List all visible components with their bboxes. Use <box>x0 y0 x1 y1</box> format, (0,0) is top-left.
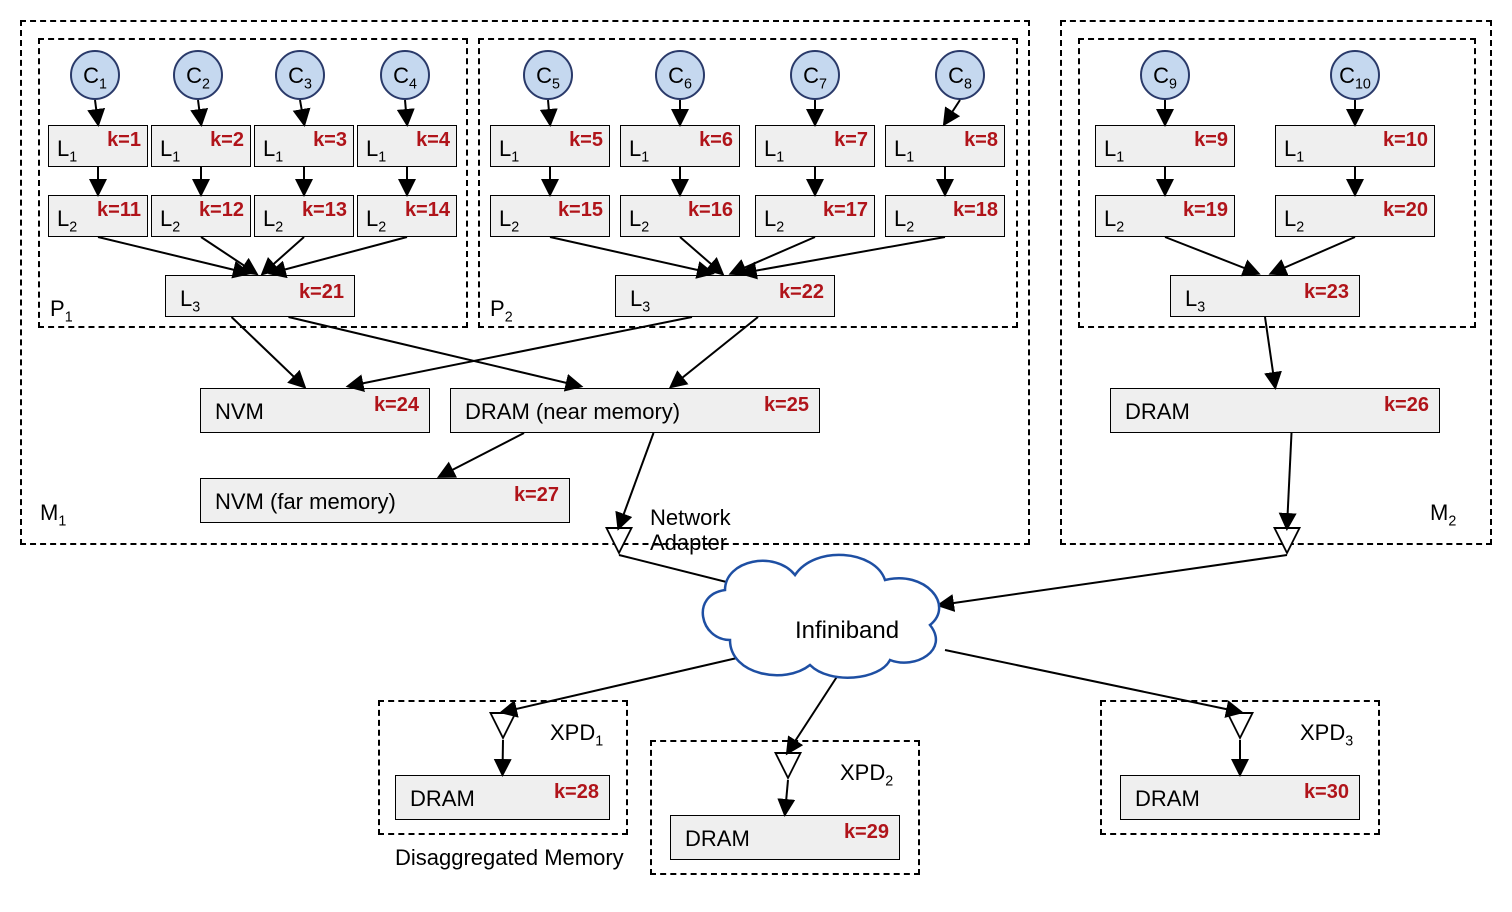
l1-cache-k10: L1k=10 <box>1275 125 1435 167</box>
core-C5: C5 <box>523 50 573 100</box>
group-label-M1: M1 <box>40 500 66 529</box>
label-disaggregated-memory: Disaggregated Memory <box>395 845 624 871</box>
group-label-XPD2: XPD2 <box>840 760 893 789</box>
l3-cache-k23: L3k=23 <box>1170 275 1360 317</box>
mem-DRAMx1: DRAMk=28 <box>395 775 610 820</box>
adapter-t-m2 <box>1273 527 1301 555</box>
l2-cache-k11: L2k=11 <box>48 195 148 237</box>
l2-cache-k17: L2k=17 <box>755 195 875 237</box>
mem-DRAM2: DRAMk=26 <box>1110 388 1440 433</box>
l1-cache-k5: L1k=5 <box>490 125 610 167</box>
l1-cache-k1: L1k=1 <box>48 125 148 167</box>
adapter-t-x3 <box>1226 712 1254 740</box>
l1-cache-k2: L1k=2 <box>151 125 251 167</box>
mem-NVM: NVMk=24 <box>200 388 430 433</box>
l3-cache-k21: L3k=21 <box>165 275 355 317</box>
core-C7: C7 <box>790 50 840 100</box>
core-C10: C10 <box>1330 50 1380 100</box>
mem-DRAMx3: DRAMk=30 <box>1120 775 1360 820</box>
l2-cache-k14: L2k=14 <box>357 195 457 237</box>
l3-cache-k22: L3k=22 <box>615 275 835 317</box>
l1-cache-k8: L1k=8 <box>885 125 1005 167</box>
l2-cache-k20: L2k=20 <box>1275 195 1435 237</box>
mem-NVMfar: NVM (far memory)k=27 <box>200 478 570 523</box>
mem-DRAMnear: DRAM (near memory)k=25 <box>450 388 820 433</box>
core-C6: C6 <box>655 50 705 100</box>
l1-cache-k3: L1k=3 <box>254 125 354 167</box>
adapter-t-m1 <box>605 527 633 555</box>
l1-cache-k6: L1k=6 <box>620 125 740 167</box>
core-C9: C9 <box>1140 50 1190 100</box>
l2-cache-k18: L2k=18 <box>885 195 1005 237</box>
group-label-XPD3: XPD3 <box>1300 720 1353 749</box>
l1-cache-k4: L1k=4 <box>357 125 457 167</box>
l2-cache-k13: L2k=13 <box>254 195 354 237</box>
adapter-t-x2 <box>774 752 802 780</box>
l2-cache-k16: L2k=16 <box>620 195 740 237</box>
l2-cache-k15: L2k=15 <box>490 195 610 237</box>
l2-cache-k12: L2k=12 <box>151 195 251 237</box>
l2-cache-k19: L2k=19 <box>1095 195 1235 237</box>
core-C1: C1 <box>70 50 120 100</box>
group-label-M2: M2 <box>1430 500 1456 529</box>
group-label-XPD1: XPD1 <box>550 720 603 749</box>
adapter-t-x1 <box>489 712 517 740</box>
group-label-P1: P1 <box>50 296 73 325</box>
core-C4: C4 <box>380 50 430 100</box>
core-C2: C2 <box>173 50 223 100</box>
core-C8: C8 <box>935 50 985 100</box>
l1-cache-k9: L1k=9 <box>1095 125 1235 167</box>
group-label-P2: P2 <box>490 296 513 325</box>
mem-DRAMx2: DRAMk=29 <box>670 815 900 860</box>
core-C3: C3 <box>275 50 325 100</box>
l1-cache-k7: L1k=7 <box>755 125 875 167</box>
label-network-adapter: NetworkAdapter <box>650 505 731 556</box>
